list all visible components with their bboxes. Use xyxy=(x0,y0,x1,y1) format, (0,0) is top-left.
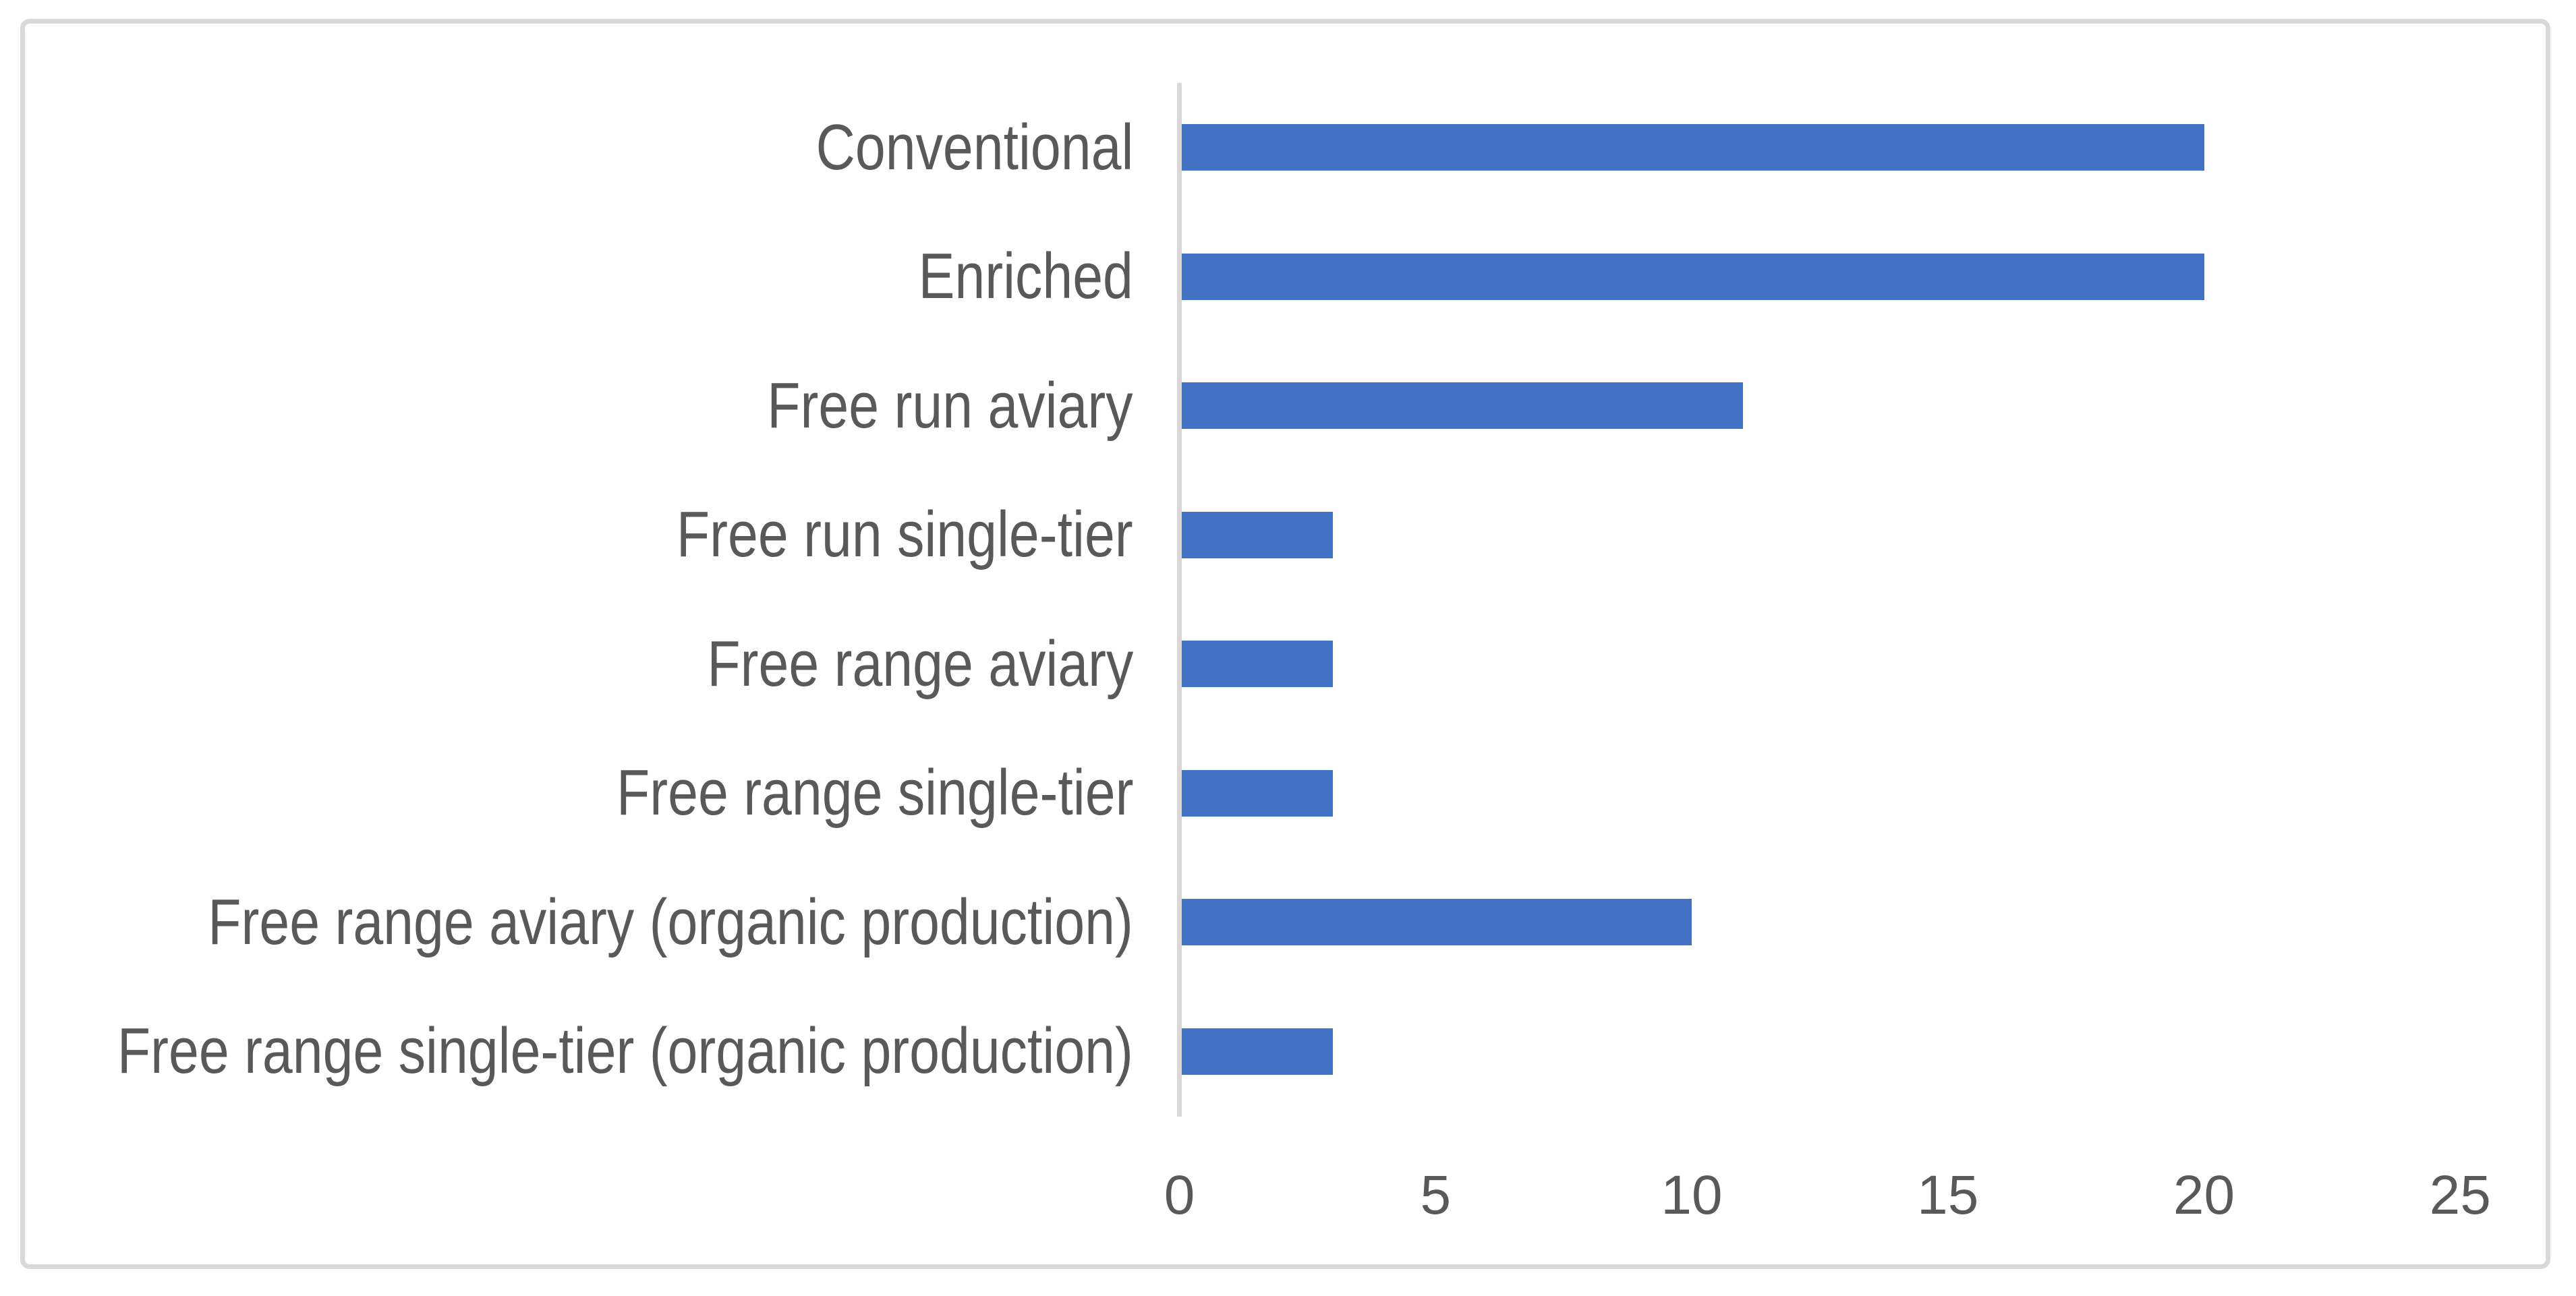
category-label-text: Free range single-tier (organic producti… xyxy=(117,1015,1133,1088)
category-label: Free run aviary xyxy=(0,341,1133,471)
category-label: Free run single-tier xyxy=(0,471,1133,600)
bar xyxy=(1182,769,1334,817)
category-label: Free range single-tier (organic producti… xyxy=(0,987,1133,1117)
category-label-text: Free range single-tier xyxy=(616,757,1133,829)
x-axis-tick-label: 0 xyxy=(1164,1165,1195,1226)
category-label-text: Enriched xyxy=(918,240,1133,313)
x-axis-tick-label: 25 xyxy=(2429,1165,2491,1226)
x-axis-tick-label: 10 xyxy=(1661,1165,1723,1226)
bar xyxy=(1182,253,2204,300)
category-label-text: Free run single-tier xyxy=(677,498,1133,571)
bar xyxy=(1182,899,1692,946)
bar xyxy=(1182,124,2204,171)
category-label: Conventional xyxy=(0,83,1133,212)
category-axis-line xyxy=(1177,83,1182,1117)
category-label: Free range aviary (organic production) xyxy=(0,858,1133,987)
x-axis-tick-label: 20 xyxy=(2173,1165,2235,1226)
category-label-text: Free range aviary (organic production) xyxy=(208,885,1133,958)
bar xyxy=(1182,382,1743,430)
x-axis-tick-label: 15 xyxy=(1917,1165,1979,1226)
category-label-text: Free run aviary xyxy=(767,369,1133,442)
category-label-text: Free range aviary xyxy=(707,627,1133,700)
category-label: Free range aviary xyxy=(0,599,1133,729)
category-label: Enriched xyxy=(0,212,1133,342)
category-label-text: Conventional xyxy=(815,111,1133,183)
bar xyxy=(1182,641,1334,688)
bar xyxy=(1182,511,1334,558)
category-label: Free range single-tier xyxy=(0,729,1133,858)
x-axis-tick-label: 5 xyxy=(1420,1165,1452,1226)
bar xyxy=(1182,1028,1334,1075)
